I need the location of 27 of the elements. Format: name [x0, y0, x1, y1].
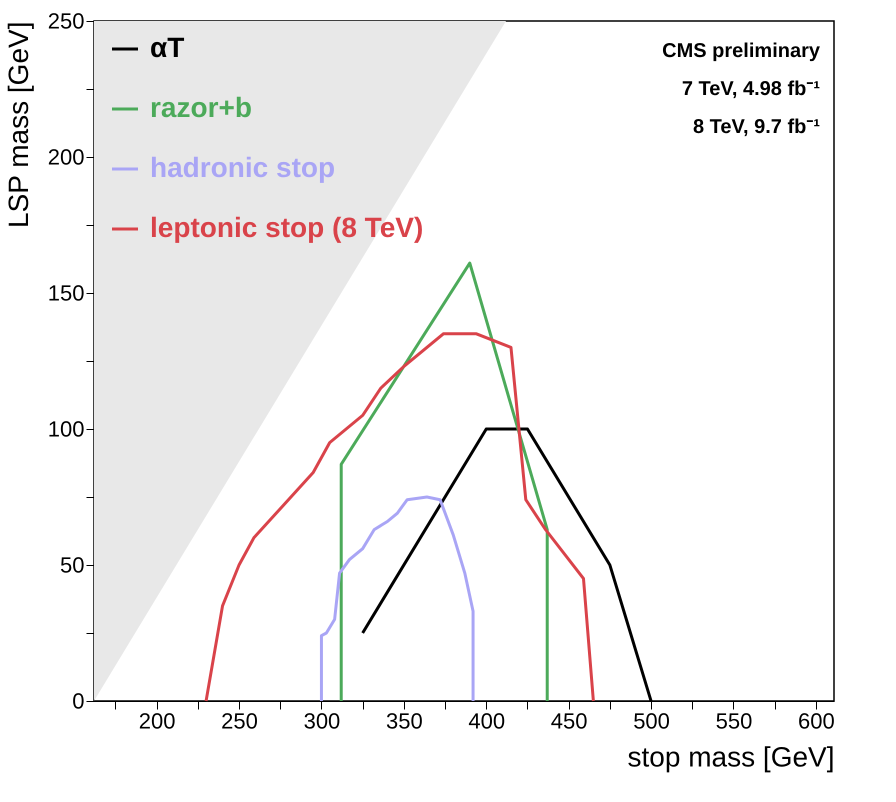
y-tick-label: 0: [72, 688, 84, 714]
line-series: [320, 496, 475, 702]
y-tick-label: 100: [48, 416, 84, 442]
x-tick-label: 300: [304, 708, 340, 734]
line-series: [204, 332, 595, 702]
y-tick-label: 200: [48, 144, 84, 170]
y-axis-title: LSP mass [GeV]: [2, 22, 34, 228]
x-tick-label: 450: [550, 708, 588, 734]
legend-label: hadronic stop: [150, 152, 336, 183]
annotation: CMS preliminary: [662, 40, 821, 62]
annotation: 7 TeV, 4.98 fb⁻¹: [682, 78, 820, 100]
x-tick-label: 400: [468, 708, 506, 734]
legend-label: αT: [150, 32, 184, 63]
x-tick-label: 350: [386, 708, 423, 734]
x-tick-label: 500: [633, 708, 670, 734]
legend-label: leptonic stop (8 TeV): [150, 212, 424, 243]
annotation: 8 TeV, 9.7 fb⁻¹: [692, 116, 820, 138]
line-series: [340, 262, 549, 702]
y-tick-label: 150: [48, 280, 84, 306]
y-tick-label: 250: [48, 8, 84, 34]
x-tick-label: 550: [716, 708, 752, 734]
legend-label: razor+b: [150, 92, 252, 123]
x-tick-label: 250: [221, 708, 258, 734]
x-axis-title: stop mass [GeV]: [628, 742, 834, 772]
x-tick-label: 200: [138, 708, 176, 734]
x-tick-label: 600: [798, 708, 835, 734]
y-tick-label: 50: [60, 552, 84, 578]
